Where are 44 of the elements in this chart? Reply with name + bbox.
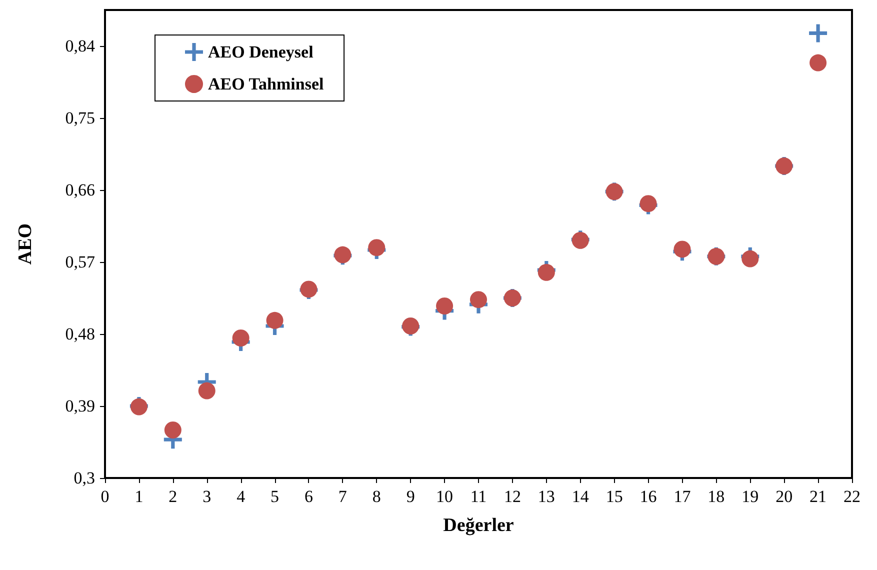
x-tick-label: 10 [436,487,454,506]
x-tick-label: 2 [168,487,178,506]
y-tick-label: 0,3 [74,468,95,488]
legend-label: AEO Deneysel [208,42,314,62]
y-tick-label: 0,66 [65,180,95,200]
x-tick-label: 6 [304,487,313,506]
y-tick-label: 0,57 [65,252,96,272]
point [436,298,454,314]
point [164,422,182,438]
x-tick-label: 21 [810,487,827,506]
point [809,24,828,42]
y-tick-label: 0,39 [65,396,95,416]
point [232,330,250,346]
x-tick-label: 13 [538,487,555,506]
y-axis-title: AEO [15,223,36,265]
y-tick-label: 0,48 [65,324,95,344]
point [198,382,216,400]
x-tick-label: 16 [640,487,657,506]
legend-label: AEO Tahminsel [208,74,324,94]
point [266,312,284,329]
x-tick-label: 3 [202,487,212,506]
y-tick-label: 0,84 [65,36,96,56]
x-tick-label: 1 [134,487,144,506]
x-tick-label: 18 [708,487,725,506]
x-axis-title: Değerler [443,515,514,536]
x-tick-label: 5 [270,487,280,506]
x-tick-label: 19 [742,487,759,506]
point [470,291,487,308]
point [742,250,759,268]
x-tick-label: 15 [606,487,623,506]
x-tick-label: 0 [100,487,110,506]
x-tick-label: 12 [504,487,521,506]
x-tick-label: 11 [470,487,487,506]
x-tick-label: 7 [338,487,348,506]
x-tick-label: 17 [674,487,692,506]
point [810,54,827,72]
x-tick-label: 22 [844,487,860,506]
x-tick-label: 8 [372,487,381,506]
point [674,240,691,258]
x-tick-label: 4 [236,487,246,506]
x-tick-label: 9 [406,487,415,506]
x-tick-label: 14 [572,487,590,506]
x-tick-label: 20 [776,487,793,506]
y-tick-label: 0,75 [65,108,95,128]
